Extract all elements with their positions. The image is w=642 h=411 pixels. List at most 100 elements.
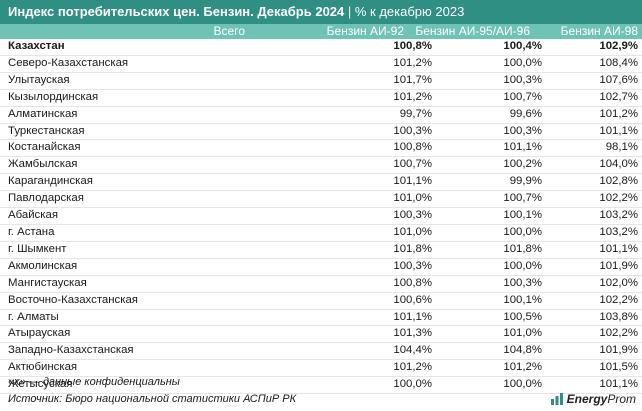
value-total: 101,2% <box>309 55 436 73</box>
value-ai95: 101,1% <box>546 376 642 395</box>
value-total: 100,0% <box>309 376 436 395</box>
row-spacer <box>174 39 309 56</box>
value-total: 101,8% <box>309 241 436 259</box>
value-total: 101,2% <box>309 89 436 107</box>
value-ai95: 102,2% <box>546 325 642 344</box>
value-ai95: 101,5% <box>546 359 642 378</box>
value-ai92: 101,8% <box>436 241 546 259</box>
column-header-ai98: Бензин АИ-98 <box>560 24 638 38</box>
value-ai92: 99,9% <box>436 173 546 192</box>
value-ai92: 100,5% <box>436 309 546 327</box>
value-ai95: 102,7% <box>546 89 642 107</box>
value-total: 100,6% <box>309 292 436 310</box>
value-ai92: 100,0% <box>436 55 546 73</box>
region-name: Алматинская <box>0 106 174 124</box>
value-ai95: 101,2% <box>546 106 642 124</box>
value-total: 101,1% <box>309 309 436 327</box>
row-spacer <box>174 207 309 225</box>
logo-text-energy: Energy <box>566 392 608 406</box>
logo-text-prom: Prom <box>607 392 636 406</box>
region-name: Павлодарская <box>0 190 174 209</box>
column-header-ai95: Бензин АИ-95/АИ-96 <box>415 24 530 38</box>
value-ai95: 102,8% <box>546 173 642 192</box>
row-spacer <box>174 139 309 158</box>
value-ai95: 101,9% <box>546 258 642 276</box>
value-ai95: 98,1% <box>546 139 642 158</box>
row-spacer <box>174 292 309 310</box>
source-note: Источник: Бюро национальной статистики А… <box>8 393 297 405</box>
value-total: 100,3% <box>309 207 436 225</box>
value-total: 101,2% <box>309 359 436 378</box>
row-spacer <box>174 190 309 209</box>
value-ai92: 100,0% <box>436 224 546 242</box>
value-ai95: 103,8% <box>546 309 642 327</box>
region-name: Карагандинская <box>0 173 174 192</box>
value-total: 100,8% <box>309 139 436 158</box>
row-spacer <box>174 55 309 73</box>
region-name: Жетысуская <box>0 376 174 395</box>
value-ai92: 100,1% <box>436 292 546 310</box>
region-name: г. Алматы <box>0 309 174 327</box>
region-name: Кызылординская <box>0 89 174 107</box>
value-ai95: 101,9% <box>546 342 642 361</box>
row-spacer <box>174 275 309 293</box>
value-ai95: 102,2% <box>546 292 642 310</box>
row-spacer <box>174 325 309 344</box>
row-spacer <box>174 89 309 107</box>
table-subtitle: % к декабрю 2023 <box>354 4 465 19</box>
value-total: 101,0% <box>309 224 436 242</box>
value-total: 100,3% <box>309 123 436 141</box>
region-name: Костанайская <box>0 139 174 158</box>
value-ai95: 101,1% <box>546 241 642 259</box>
column-header-row: Всего Бензин АИ-92 Бензин АИ-95/АИ-96 Бе… <box>0 24 642 39</box>
value-ai92: 100,0% <box>436 376 546 395</box>
value-total: 101,3% <box>309 325 436 344</box>
row-spacer <box>174 106 309 124</box>
value-total: 100,3% <box>309 258 436 276</box>
value-total: 99,7% <box>309 106 436 124</box>
value-ai92: 100,0% <box>436 258 546 276</box>
title-bar: Индекс потребительских цен. Бензин. Дека… <box>0 0 642 24</box>
region-name: Улытауская <box>0 72 174 90</box>
energyprom-logo: EnergyProm <box>550 391 636 407</box>
row-spacer <box>174 342 309 361</box>
region-name: Мангистауская <box>0 275 174 293</box>
region-name: Атырауская <box>0 325 174 344</box>
row-spacer <box>174 224 309 242</box>
region-name: Восточно-Казахстанская <box>0 292 174 310</box>
row-spacer <box>174 72 309 90</box>
value-ai92: 100,2% <box>436 156 546 175</box>
value-total: 100,8% <box>309 39 436 56</box>
value-ai95: 107,6% <box>546 72 642 90</box>
value-total: 100,8% <box>309 275 436 293</box>
region-name: Актюбинская <box>0 359 174 378</box>
row-spacer <box>174 173 309 192</box>
region-name: Жамбылская <box>0 156 174 175</box>
column-header-ai92: Бензин АИ-92 <box>326 24 404 38</box>
value-ai92: 100,3% <box>436 72 546 90</box>
region-name: Акмолинская <box>0 258 174 276</box>
region-name: Казахстан <box>0 39 174 56</box>
value-ai92: 100,7% <box>436 89 546 107</box>
value-ai92: 101,1% <box>436 139 546 158</box>
value-ai92: 100,3% <box>436 123 546 141</box>
value-total: 101,7% <box>309 72 436 90</box>
row-spacer <box>174 376 309 395</box>
value-ai95: 103,2% <box>546 224 642 242</box>
value-ai92: 99,6% <box>436 106 546 124</box>
row-spacer <box>174 156 309 175</box>
